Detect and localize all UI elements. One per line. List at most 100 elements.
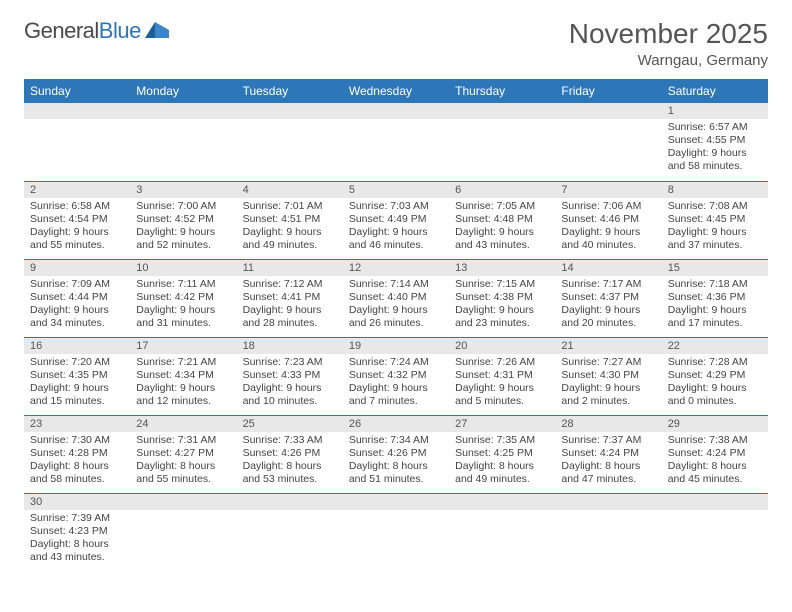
calendar-week-row: 23Sunrise: 7:30 AMSunset: 4:28 PMDayligh… [24,415,768,493]
day-details: Sunrise: 7:17 AMSunset: 4:37 PMDaylight:… [555,276,661,333]
day-details: Sunrise: 7:00 AMSunset: 4:52 PMDaylight:… [130,198,236,255]
sunset-text: Sunset: 4:48 PM [455,213,549,226]
day-number: 9 [24,260,130,276]
sunrise-text: Sunrise: 7:08 AM [668,200,762,213]
location: Warngau, Germany [569,52,768,69]
sunset-text: Sunset: 4:29 PM [668,369,762,382]
calendar-body: 1Sunrise: 6:57 AMSunset: 4:55 PMDaylight… [24,103,768,571]
logo-text-1: General [24,18,99,44]
day-details: Sunrise: 7:27 AMSunset: 4:30 PMDaylight:… [555,354,661,411]
sunset-text: Sunset: 4:38 PM [455,291,549,304]
weekday-header: Monday [130,79,236,103]
daylight-text: Daylight: 9 hours and 40 minutes. [561,226,655,252]
day-details: Sunrise: 7:33 AMSunset: 4:26 PMDaylight:… [237,432,343,489]
calendar-cell: 1Sunrise: 6:57 AMSunset: 4:55 PMDaylight… [662,103,768,181]
calendar-cell: 26Sunrise: 7:34 AMSunset: 4:26 PMDayligh… [343,415,449,493]
calendar-week-row: 30Sunrise: 7:39 AMSunset: 4:23 PMDayligh… [24,493,768,571]
day-number [237,103,343,119]
day-number: 3 [130,182,236,198]
calendar-cell: 21Sunrise: 7:27 AMSunset: 4:30 PMDayligh… [555,337,661,415]
day-details: Sunrise: 7:24 AMSunset: 4:32 PMDaylight:… [343,354,449,411]
day-number [449,494,555,510]
day-details: Sunrise: 7:23 AMSunset: 4:33 PMDaylight:… [237,354,343,411]
calendar-week-row: 16Sunrise: 7:20 AMSunset: 4:35 PMDayligh… [24,337,768,415]
sunrise-text: Sunrise: 7:15 AM [455,278,549,291]
calendar-cell: 23Sunrise: 7:30 AMSunset: 4:28 PMDayligh… [24,415,130,493]
calendar-cell [555,493,661,571]
sunset-text: Sunset: 4:26 PM [243,447,337,460]
day-details [662,510,768,562]
day-number: 8 [662,182,768,198]
day-number: 2 [24,182,130,198]
day-number: 10 [130,260,236,276]
sunrise-text: Sunrise: 7:17 AM [561,278,655,291]
calendar-cell: 2Sunrise: 6:58 AMSunset: 4:54 PMDaylight… [24,181,130,259]
sunrise-text: Sunrise: 7:01 AM [243,200,337,213]
daylight-text: Daylight: 9 hours and 52 minutes. [136,226,230,252]
sunrise-text: Sunrise: 7:33 AM [243,434,337,447]
sunrise-text: Sunrise: 7:20 AM [30,356,124,369]
calendar-week-row: 1Sunrise: 6:57 AMSunset: 4:55 PMDaylight… [24,103,768,181]
day-details: Sunrise: 7:15 AMSunset: 4:38 PMDaylight:… [449,276,555,333]
daylight-text: Daylight: 9 hours and 26 minutes. [349,304,443,330]
sunset-text: Sunset: 4:42 PM [136,291,230,304]
calendar-cell: 17Sunrise: 7:21 AMSunset: 4:34 PMDayligh… [130,337,236,415]
calendar-cell [449,103,555,181]
day-details: Sunrise: 7:28 AMSunset: 4:29 PMDaylight:… [662,354,768,411]
day-number: 20 [449,338,555,354]
day-number: 4 [237,182,343,198]
daylight-text: Daylight: 9 hours and 5 minutes. [455,382,549,408]
sunrise-text: Sunrise: 7:21 AM [136,356,230,369]
header: GeneralBlue November 2025 Warngau, Germa… [24,18,768,69]
sunrise-text: Sunrise: 6:58 AM [30,200,124,213]
day-number: 7 [555,182,661,198]
day-details: Sunrise: 7:21 AMSunset: 4:34 PMDaylight:… [130,354,236,411]
sunrise-text: Sunrise: 7:12 AM [243,278,337,291]
weekday-header-row: SundayMondayTuesdayWednesdayThursdayFrid… [24,79,768,103]
title-block: November 2025 Warngau, Germany [569,18,768,69]
day-details [24,119,130,171]
daylight-text: Daylight: 9 hours and 7 minutes. [349,382,443,408]
day-number [130,103,236,119]
daylight-text: Daylight: 8 hours and 58 minutes. [30,460,124,486]
day-details [555,510,661,562]
weekday-header: Saturday [662,79,768,103]
day-number: 26 [343,416,449,432]
sunset-text: Sunset: 4:24 PM [668,447,762,460]
daylight-text: Daylight: 9 hours and 15 minutes. [30,382,124,408]
sunset-text: Sunset: 4:23 PM [30,525,124,538]
sunset-text: Sunset: 4:52 PM [136,213,230,226]
day-details [130,119,236,171]
sunset-text: Sunset: 4:27 PM [136,447,230,460]
day-number: 18 [237,338,343,354]
sunset-text: Sunset: 4:51 PM [243,213,337,226]
day-number: 25 [237,416,343,432]
sunrise-text: Sunrise: 7:28 AM [668,356,762,369]
sunset-text: Sunset: 4:45 PM [668,213,762,226]
sunrise-text: Sunrise: 7:09 AM [30,278,124,291]
weekday-header: Thursday [449,79,555,103]
sunset-text: Sunset: 4:54 PM [30,213,124,226]
calendar-cell: 20Sunrise: 7:26 AMSunset: 4:31 PMDayligh… [449,337,555,415]
logo-text-2: Blue [99,18,141,44]
daylight-text: Daylight: 8 hours and 55 minutes. [136,460,230,486]
daylight-text: Daylight: 9 hours and 46 minutes. [349,226,443,252]
sunset-text: Sunset: 4:46 PM [561,213,655,226]
day-details: Sunrise: 7:05 AMSunset: 4:48 PMDaylight:… [449,198,555,255]
day-details: Sunrise: 7:11 AMSunset: 4:42 PMDaylight:… [130,276,236,333]
day-number [662,494,768,510]
day-details: Sunrise: 7:20 AMSunset: 4:35 PMDaylight:… [24,354,130,411]
day-details [555,119,661,171]
sunset-text: Sunset: 4:31 PM [455,369,549,382]
sunrise-text: Sunrise: 7:23 AM [243,356,337,369]
sunrise-text: Sunrise: 7:38 AM [668,434,762,447]
sunset-text: Sunset: 4:26 PM [349,447,443,460]
sunset-text: Sunset: 4:55 PM [668,134,762,147]
day-number [449,103,555,119]
logo: GeneralBlue [24,18,171,44]
day-details: Sunrise: 7:37 AMSunset: 4:24 PMDaylight:… [555,432,661,489]
calendar-cell: 19Sunrise: 7:24 AMSunset: 4:32 PMDayligh… [343,337,449,415]
sunset-text: Sunset: 4:37 PM [561,291,655,304]
daylight-text: Daylight: 9 hours and 12 minutes. [136,382,230,408]
day-number [555,494,661,510]
